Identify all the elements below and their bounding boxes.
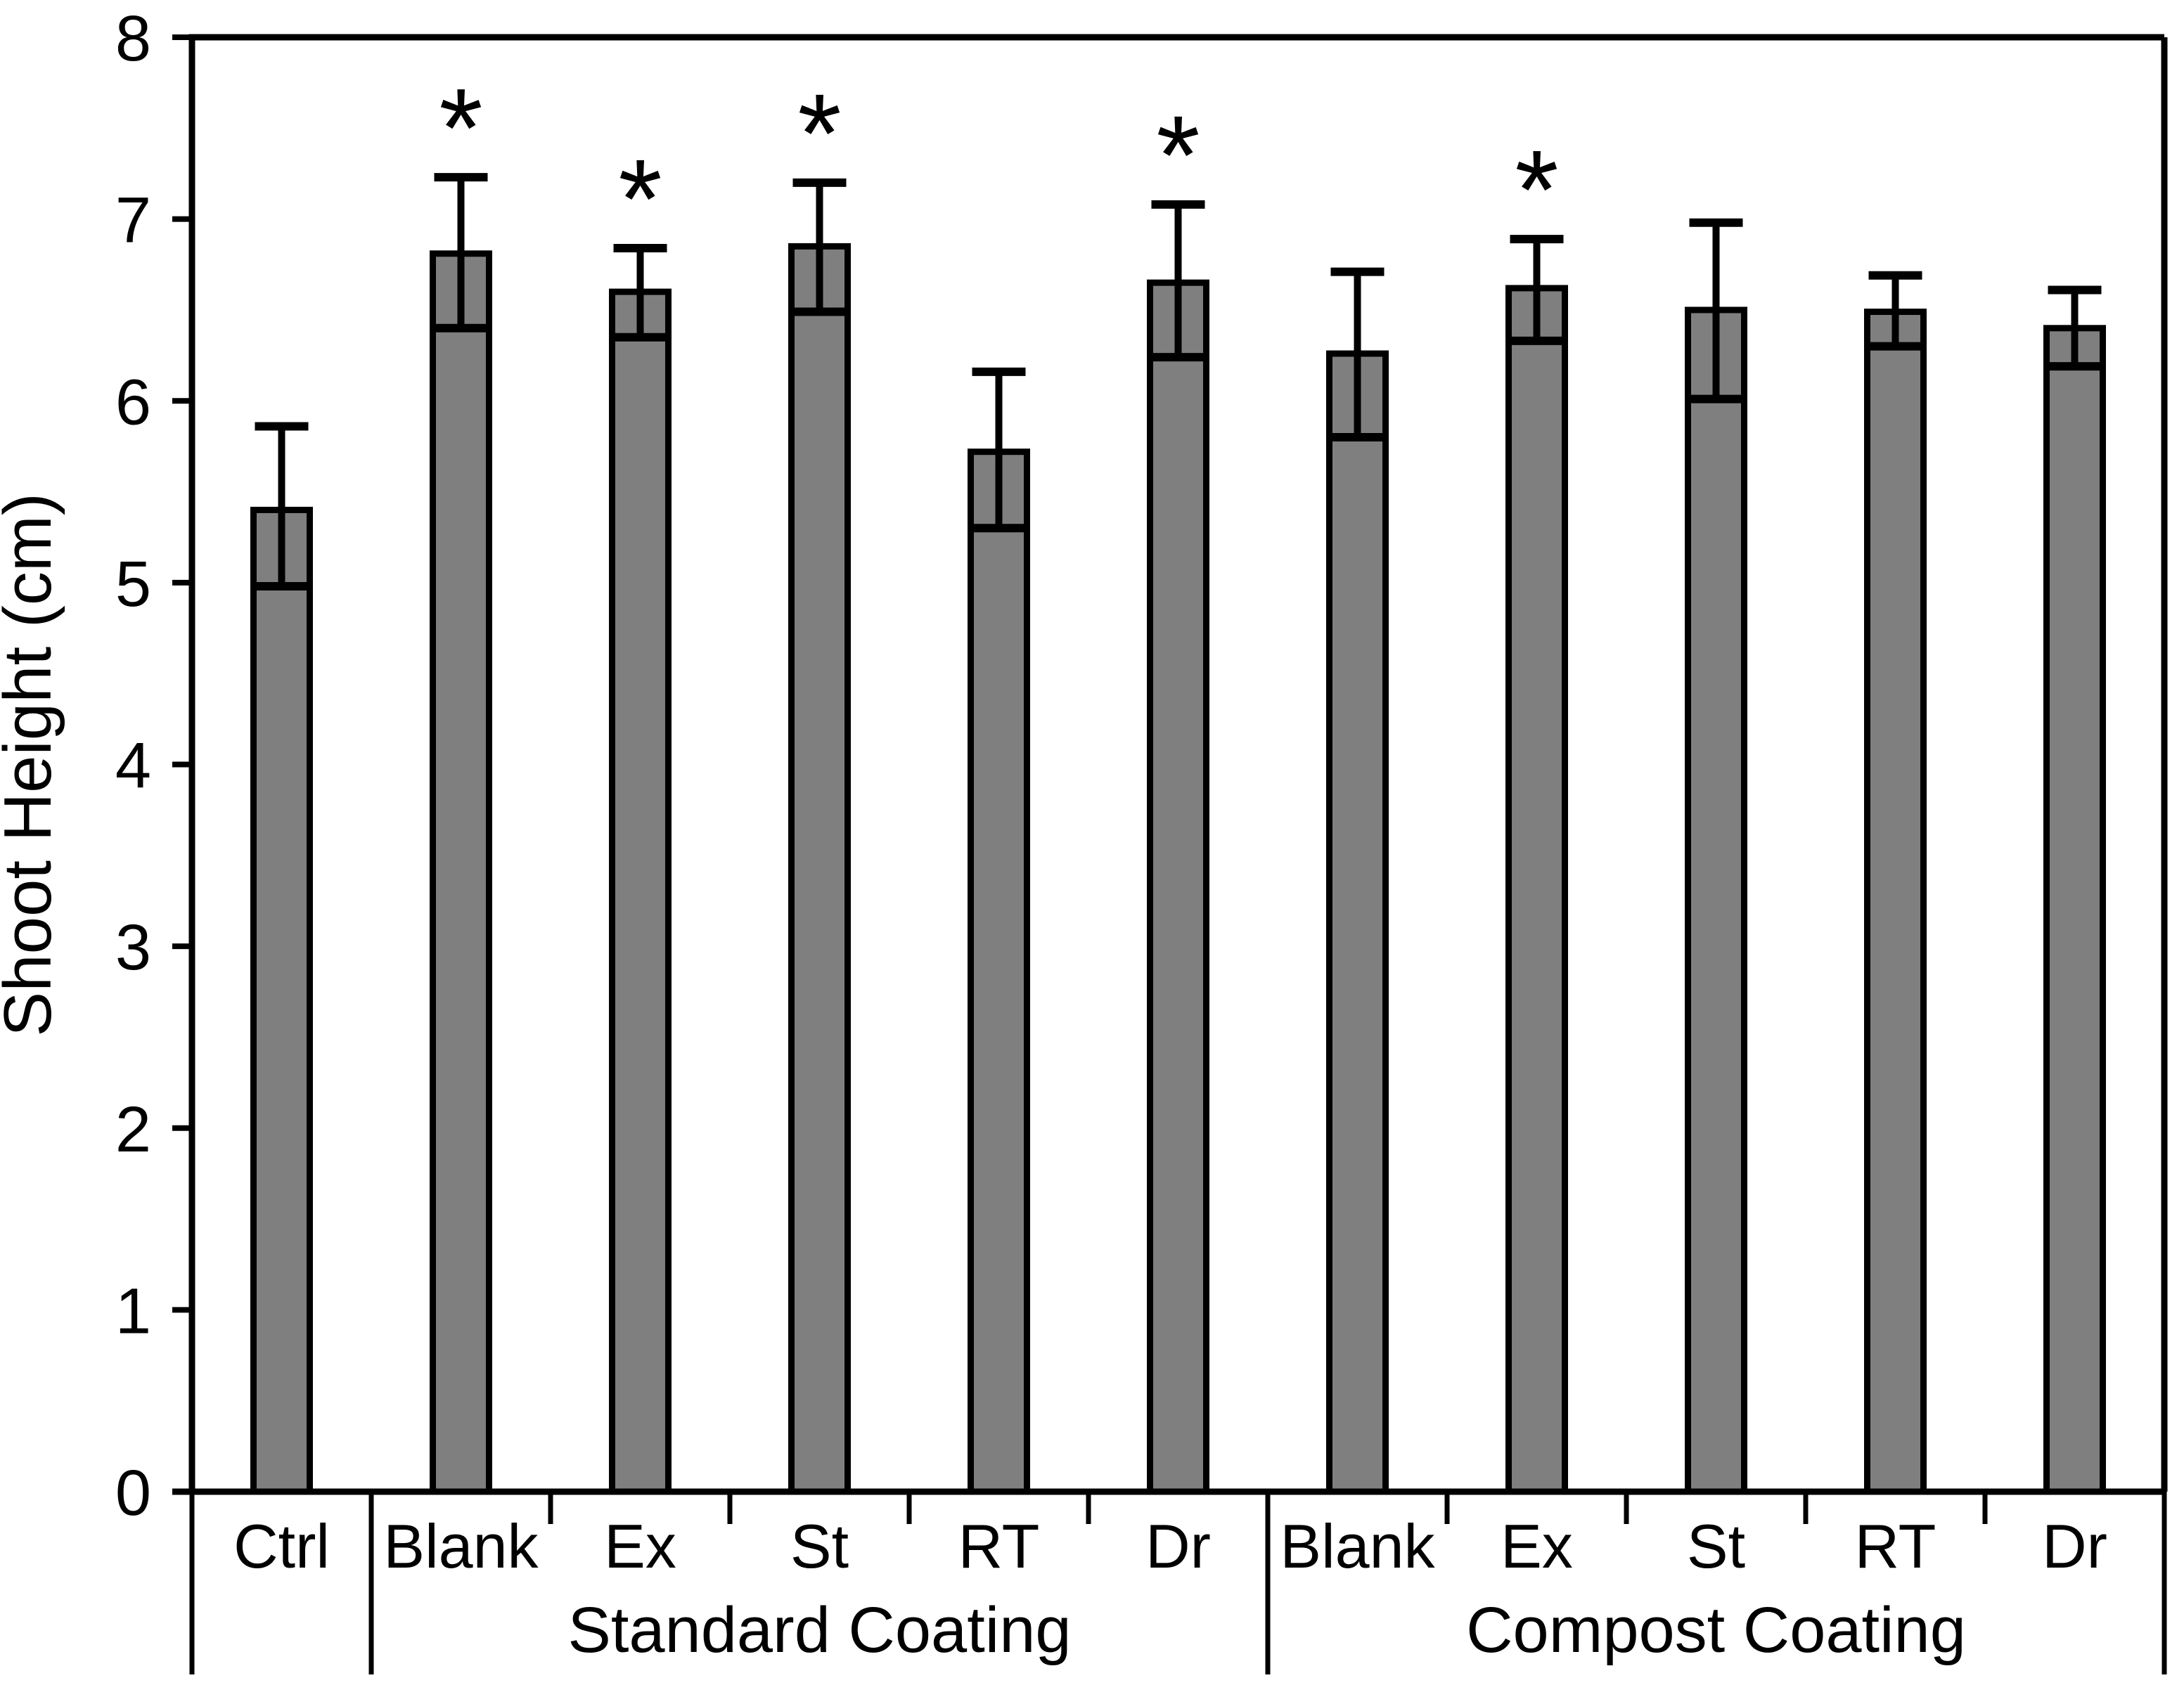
category-label: Blank bbox=[383, 1511, 539, 1581]
group-label: Compost Coating bbox=[1466, 1594, 1966, 1666]
bar bbox=[1864, 309, 1927, 1495]
bar bbox=[788, 243, 851, 1495]
category-label: RT bbox=[1855, 1511, 1936, 1581]
bar bbox=[250, 506, 313, 1495]
bar bbox=[2043, 325, 2106, 1495]
significance-asterisk: * bbox=[1156, 92, 1200, 218]
y-tick-label: 8 bbox=[115, 3, 151, 75]
bar bbox=[1685, 306, 1747, 1495]
y-axis-title: Shoot Height (cm) bbox=[0, 493, 65, 1037]
significance-asterisk: * bbox=[439, 65, 482, 191]
bar bbox=[1326, 350, 1389, 1495]
significance-asterisk: * bbox=[797, 70, 841, 196]
category-label: St bbox=[1687, 1511, 1745, 1581]
category-label: Ex bbox=[1501, 1511, 1573, 1581]
y-tick-label: 5 bbox=[115, 548, 151, 620]
y-tick-label: 0 bbox=[115, 1457, 151, 1529]
category-label: Ex bbox=[604, 1511, 676, 1581]
y-tick-label: 6 bbox=[115, 366, 151, 438]
bar bbox=[1147, 279, 1209, 1495]
y-tick-label: 4 bbox=[115, 730, 151, 802]
y-tick-label: 1 bbox=[115, 1275, 151, 1347]
group-label: Standard Coating bbox=[567, 1594, 1071, 1666]
category-label: RT bbox=[958, 1511, 1040, 1581]
y-tick-label: 2 bbox=[115, 1094, 151, 1166]
category-label: St bbox=[790, 1511, 849, 1581]
bar bbox=[609, 288, 672, 1495]
significance-asterisk: * bbox=[1515, 127, 1558, 252]
category-label: Dr bbox=[2042, 1511, 2107, 1581]
significance-asterisk: * bbox=[618, 136, 662, 262]
y-tick-label: 3 bbox=[115, 912, 151, 983]
category-label: Blank bbox=[1280, 1511, 1435, 1581]
bar bbox=[1505, 285, 1568, 1495]
plot-area: 0 1 2 3 4 5 6 7 8 * * * * * Ctrl Blank Ex St RT Dr Blank Ex St… bbox=[115, 3, 2168, 1674]
category-label: Dr bbox=[1145, 1511, 1211, 1581]
bar bbox=[430, 250, 492, 1495]
category-label: Ctrl bbox=[233, 1511, 330, 1581]
y-tick-label: 7 bbox=[115, 185, 151, 257]
bar bbox=[968, 448, 1030, 1495]
